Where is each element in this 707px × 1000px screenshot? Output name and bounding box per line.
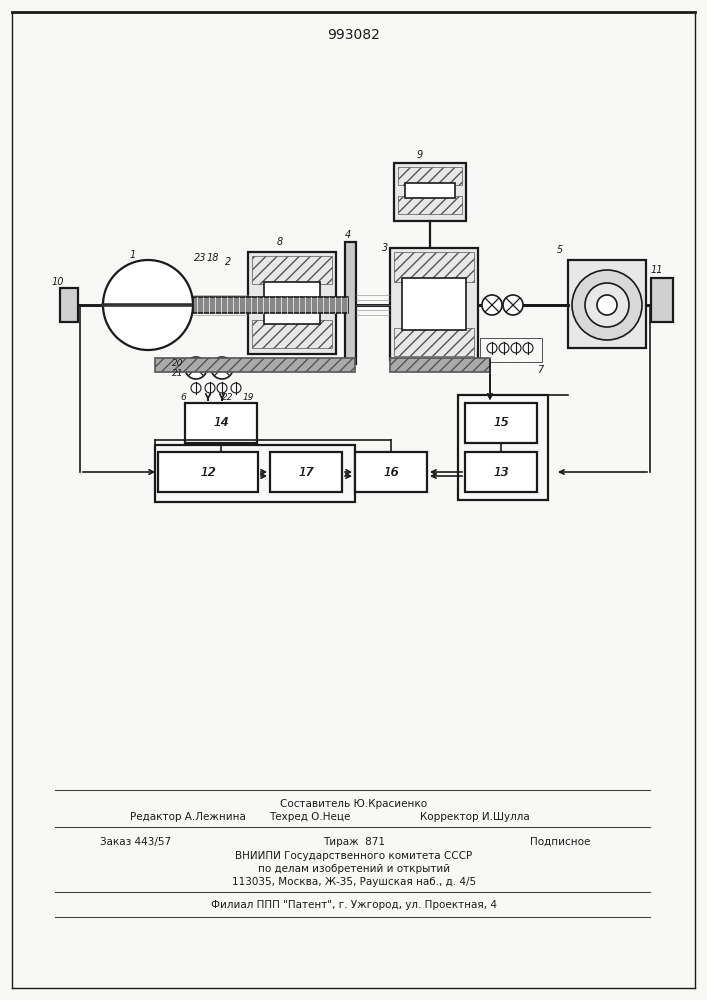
Text: ВНИИПИ Государственного комитета СССР: ВНИИПИ Государственного комитета СССР [235,851,472,861]
Text: 6: 6 [180,392,186,401]
Text: 16: 16 [383,466,399,479]
Bar [402,278,466,330]
Text: Подписное: Подписное [530,837,590,847]
Bar [355,452,427,492]
Bar [398,196,462,214]
Text: 10: 10 [52,277,64,287]
Text: 993082: 993082 [327,28,380,42]
Bar [394,328,474,356]
Text: 15: 15 [493,416,508,430]
Text: 113035, Москва, Ж-35, Раушская наб., д. 4/5: 113035, Москва, Ж-35, Раушская наб., д. … [232,877,476,887]
Text: 9: 9 [417,150,423,160]
Text: 14: 14 [214,416,228,430]
Bar [60,288,78,322]
Text: по делам изобретений и открытий: по делам изобретений и открытий [258,864,450,874]
Bar [394,163,466,221]
Bar [480,338,542,362]
Bar [405,183,455,198]
Circle shape [103,260,193,350]
Bar [185,403,257,443]
Bar [252,320,332,348]
Text: 13: 13 [493,466,509,479]
Text: 17: 17 [298,466,313,479]
Text: 1: 1 [130,250,136,260]
Text: 16: 16 [383,466,399,479]
Bar [458,395,548,500]
Text: 3: 3 [382,243,388,253]
Bar [651,278,673,322]
Bar [193,297,348,313]
Bar [398,167,462,185]
Text: 7: 7 [537,365,543,375]
Text: 12: 12 [200,466,216,479]
Text: 19: 19 [243,392,254,401]
Bar [480,338,542,362]
Text: Техред О.Неце: Техред О.Неце [269,812,351,822]
Circle shape [211,357,233,379]
Bar [390,248,478,360]
Text: 2: 2 [225,257,231,267]
Text: Тираж  871: Тираж 871 [323,837,385,847]
Bar [465,452,537,492]
Bar [345,242,356,364]
Bar [155,358,355,372]
Bar [248,252,336,354]
Bar [465,403,537,443]
Text: 11: 11 [650,265,663,275]
Text: Филиал ППП "Патент", г. Ужгород, ул. Проектная, 4: Филиал ППП "Патент", г. Ужгород, ул. Про… [211,900,497,910]
Text: 23: 23 [194,253,206,263]
Circle shape [572,270,642,340]
Bar [270,452,342,492]
Text: Корректор И.Шулла: Корректор И.Шулла [420,812,530,822]
Bar [394,252,474,282]
Circle shape [185,357,207,379]
Text: 20: 20 [173,359,184,367]
Bar [158,452,258,492]
Text: 12: 12 [201,466,216,479]
Text: 15: 15 [493,416,509,430]
Text: 18: 18 [206,253,219,263]
Bar [568,260,646,348]
Circle shape [482,295,502,315]
Circle shape [597,295,617,315]
Text: 4: 4 [345,230,351,240]
Text: 5: 5 [557,245,563,255]
Circle shape [585,283,629,327]
Circle shape [503,295,523,315]
Bar [264,282,320,324]
Bar [155,445,355,502]
Text: 13: 13 [493,466,508,479]
Text: 22: 22 [222,392,234,401]
Text: Заказ 443/57: Заказ 443/57 [100,837,171,847]
Bar [252,256,332,284]
Text: 21: 21 [173,369,184,378]
Text: Составитель Ю.Красиенко: Составитель Ю.Красиенко [281,799,428,809]
Text: Редактор А.Лежнина: Редактор А.Лежнина [130,812,246,822]
Text: 17: 17 [298,466,314,479]
Text: 14: 14 [213,416,229,430]
Bar [390,358,490,372]
Text: 8: 8 [277,237,283,247]
